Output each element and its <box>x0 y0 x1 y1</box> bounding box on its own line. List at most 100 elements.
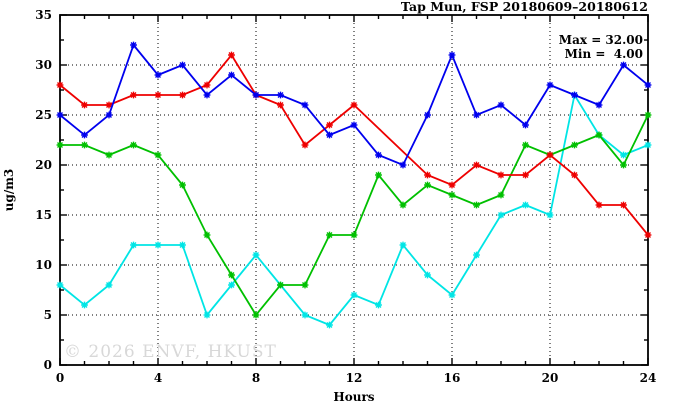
series-marker-red <box>473 161 480 169</box>
series-marker-blue <box>620 61 627 69</box>
series-marker-cyan <box>326 321 333 329</box>
x-tick-label: 24 <box>640 371 657 385</box>
series-marker-green <box>571 141 578 149</box>
series-marker-green <box>375 171 382 179</box>
series-marker-red <box>644 231 652 239</box>
series-marker-red <box>179 91 186 99</box>
series-marker-blue <box>571 91 578 99</box>
series-marker-green <box>448 191 456 199</box>
series-marker-red <box>595 201 603 209</box>
series-marker-cyan <box>81 301 88 309</box>
series-marker-green <box>473 201 480 209</box>
series-marker-red <box>497 171 505 179</box>
series-marker-blue <box>644 81 652 89</box>
series-marker-blue <box>56 111 64 119</box>
series-marker-red <box>350 101 358 109</box>
series-marker-green <box>595 131 603 139</box>
series-marker-cyan <box>154 241 162 249</box>
series-marker-cyan <box>130 241 137 249</box>
series-marker-green <box>252 311 260 319</box>
series-marker-red <box>620 201 627 209</box>
series-marker-green <box>81 141 88 149</box>
series-marker-cyan <box>473 251 480 259</box>
series-marker-red <box>277 101 284 109</box>
series-marker-green <box>154 151 162 159</box>
series-marker-cyan <box>301 311 309 319</box>
series-marker-blue <box>595 101 603 109</box>
y-tick-label: 10 <box>35 258 52 272</box>
series-marker-green <box>522 141 529 149</box>
series-marker-green <box>203 231 211 239</box>
series-marker-blue <box>448 51 456 59</box>
y-tick-label: 15 <box>35 208 52 222</box>
max-annotation: Max = 32.00 <box>559 33 643 47</box>
y-axis-label: ug/m3 <box>2 169 16 212</box>
series-marker-blue <box>105 111 113 119</box>
series-marker-red <box>448 181 456 189</box>
series-marker-blue <box>130 41 137 49</box>
series-marker-cyan <box>375 301 382 309</box>
series-marker-cyan <box>105 281 113 289</box>
x-tick-label: 0 <box>56 371 64 385</box>
series-marker-red <box>154 91 162 99</box>
series-marker-green <box>277 281 284 289</box>
series-marker-blue <box>473 111 480 119</box>
series-marker-cyan <box>497 211 505 219</box>
series-marker-red <box>203 81 211 89</box>
series-marker-red <box>105 101 113 109</box>
x-tick-label: 20 <box>542 371 559 385</box>
series-marker-green <box>228 271 235 279</box>
series-marker-red <box>571 171 578 179</box>
y-tick-label: 20 <box>35 158 52 172</box>
x-tick-label: 16 <box>444 371 461 385</box>
y-tick-label: 35 <box>35 8 52 22</box>
series-marker-blue <box>375 151 382 159</box>
chart-title: Tap Mun, FSP 20180609–20180612 <box>401 0 648 14</box>
y-tick-label: 25 <box>35 108 52 122</box>
series-marker-blue <box>546 81 554 89</box>
series-marker-red <box>56 81 64 89</box>
series-marker-cyan <box>424 271 431 279</box>
series-marker-blue <box>497 101 505 109</box>
series-marker-red <box>546 151 554 159</box>
series-marker-cyan <box>620 151 627 159</box>
series-marker-red <box>522 171 529 179</box>
series-marker-blue <box>350 121 358 129</box>
watermark: © 2026 ENVF, HKUST <box>64 342 277 362</box>
series-marker-blue <box>522 121 529 129</box>
series-marker-cyan <box>522 201 529 209</box>
series-marker-cyan <box>56 281 64 289</box>
series-marker-green <box>179 181 186 189</box>
series-marker-cyan <box>546 211 554 219</box>
x-axis-label: Hours <box>333 390 374 404</box>
series-marker-blue <box>81 131 88 139</box>
series-marker-cyan <box>644 141 652 149</box>
series-marker-green <box>56 141 64 149</box>
series-marker-red <box>228 51 235 59</box>
x-tick-label: 8 <box>252 371 260 385</box>
y-tick-label: 5 <box>44 308 52 322</box>
x-tick-label: 12 <box>346 371 363 385</box>
series-marker-blue <box>252 91 260 99</box>
series-marker-red <box>81 101 88 109</box>
series-marker-blue <box>277 91 284 99</box>
min-annotation: Min = 4.00 <box>565 47 643 61</box>
series-marker-blue <box>154 71 162 79</box>
series-marker-green <box>326 231 333 239</box>
series-marker-green <box>350 231 358 239</box>
x-tick-label: 4 <box>154 371 162 385</box>
series-marker-cyan <box>228 281 235 289</box>
series-marker-blue <box>326 131 333 139</box>
y-tick-label: 30 <box>35 58 52 72</box>
plot-generated-layer: 0 4 8 12 16 20 24 0 5 10 15 20 25 30 35 <box>35 8 656 385</box>
series-marker-blue <box>203 91 211 99</box>
series-marker-green <box>620 161 627 169</box>
series-marker-green <box>301 281 309 289</box>
series-marker-green <box>130 141 137 149</box>
series-marker-green <box>424 181 431 189</box>
series-marker-blue <box>424 111 431 119</box>
series-marker-blue <box>179 61 186 69</box>
y-tick-label: 0 <box>44 358 52 372</box>
series-marker-blue <box>228 71 235 79</box>
